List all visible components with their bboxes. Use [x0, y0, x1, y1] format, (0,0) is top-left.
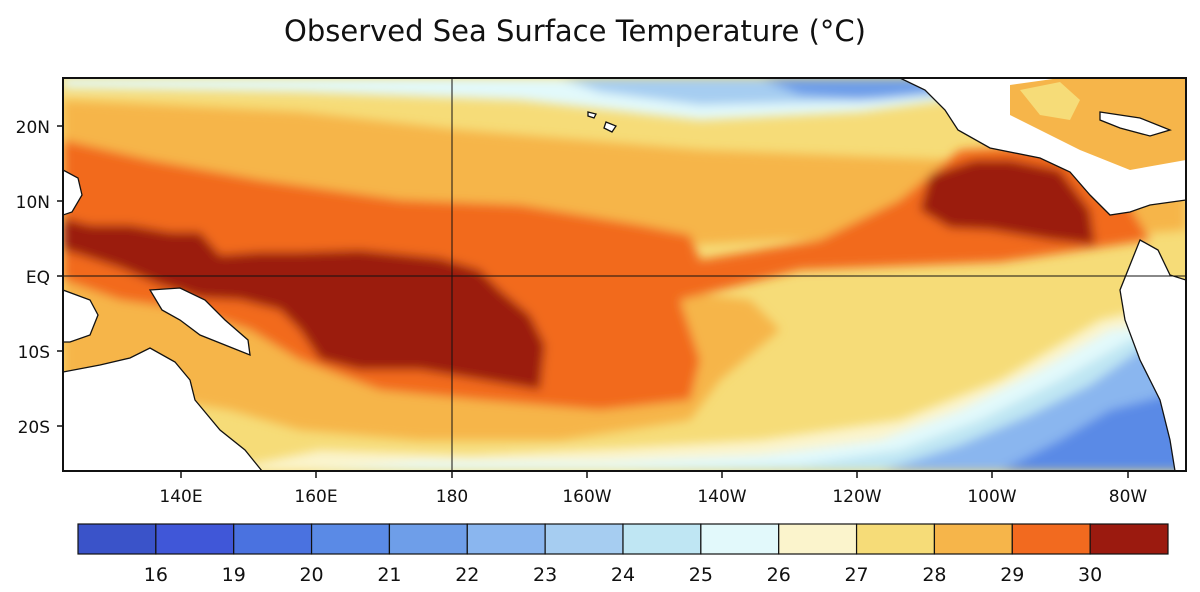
new-guinea-land	[148, 287, 251, 357]
hawaii-island-2	[603, 121, 617, 133]
colorbar-label: 19	[222, 564, 246, 586]
borneo-indonesia-land	[63, 289, 99, 343]
colorbar-label: 22	[455, 564, 479, 586]
lat-tick-label: 20N	[16, 118, 50, 138]
colorbar-swatch	[778, 523, 858, 555]
south-america-land	[1119, 239, 1186, 471]
colorbar-swatch	[310, 523, 391, 555]
sst-warm-pool-region	[63, 218, 545, 390]
hawaii-island	[587, 111, 597, 119]
colorbar-swatch	[700, 523, 780, 555]
land	[63, 78, 1186, 471]
lon-tick-label: 120W	[832, 487, 881, 507]
map-title: Observed Sea Surface Temperature (°C)	[284, 14, 866, 48]
colorbar-swatch	[1089, 523, 1169, 555]
colorbar: 16 19 20 21 22 23 24 25 26 27 28 29 30	[77, 523, 1169, 586]
lon-tick-label: 140E	[159, 487, 202, 507]
colorbar-swatch	[622, 523, 702, 555]
lon-tick-label: 100W	[967, 487, 1016, 507]
australia-land	[63, 347, 263, 471]
colorbar-label: 27	[844, 564, 868, 586]
colorbar-swatch	[155, 523, 235, 555]
colorbar-label: 24	[611, 564, 635, 586]
lat-axis: 20N 10N EQ 10S 20S	[16, 118, 63, 438]
sst-east-warm-pool-region	[920, 160, 1095, 245]
lon-tick-label: 140W	[697, 487, 746, 507]
lat-tick-label: 10S	[18, 343, 50, 363]
lon-tick-label: 160E	[294, 487, 337, 507]
cuba-land	[1099, 111, 1172, 137]
lat-tick-label: EQ	[26, 268, 50, 288]
colorbar-label: 16	[144, 564, 168, 586]
colorbar-swatch	[233, 523, 313, 555]
colorbar-swatch	[855, 523, 936, 555]
colorbar-label: 23	[533, 564, 557, 586]
colorbar-swatch	[388, 523, 468, 555]
lon-tick-label: 180	[436, 487, 468, 507]
map-frame	[62, 77, 1187, 472]
lon-tick-label: 160W	[562, 487, 611, 507]
colorbar-label: 26	[767, 564, 791, 586]
colorbar-label: 29	[1000, 564, 1024, 586]
philippines-land	[63, 169, 83, 216]
lon-tick-label: 80W	[1109, 487, 1148, 507]
colorbar-label: 20	[299, 564, 323, 586]
colorbar-swatch	[544, 523, 624, 555]
colorbar-swatch	[933, 523, 1013, 555]
sst-field	[63, 78, 1186, 471]
mexico-warm-fill	[1020, 82, 1080, 120]
lon-axis: 140E 160E 180 160W 140W 120W 100W 80W	[159, 471, 1147, 507]
colorbar-swatch	[1011, 523, 1091, 555]
colorbar-swatch	[77, 523, 157, 555]
colorbar-swatch	[466, 523, 546, 555]
colorbar-label: 21	[377, 564, 401, 586]
lat-tick-label: 10N	[16, 193, 50, 213]
colorbar-label: 28	[922, 564, 946, 586]
colorbar-label: 30	[1078, 564, 1102, 586]
colorbar-label: 25	[689, 564, 713, 586]
lat-tick-label: 20S	[18, 418, 50, 438]
